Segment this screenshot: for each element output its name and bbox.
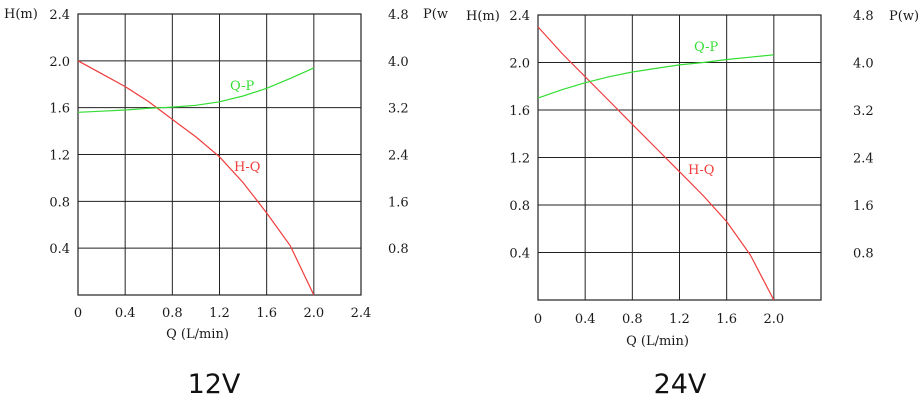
y-right-tick-label: 3.2 <box>388 102 409 117</box>
x-axis-label: Q (L/min) <box>626 334 689 349</box>
x-tick-label: 1.2 <box>669 312 690 327</box>
y-left-tick-label: 2.4 <box>49 8 70 23</box>
y-right-tick-label: 1.6 <box>853 199 874 214</box>
series-label-h-q: H-Q <box>234 160 260 175</box>
y-right-tick-label: 1.6 <box>388 195 409 210</box>
y-right-tick-label: 4.0 <box>853 57 874 72</box>
y-left-tick-label: 0.4 <box>49 242 70 257</box>
chart-12v: 0 0.4 0.8 1.2 1.6 2.0 2.4 0.4 0.8 1.2 1.6 2.0 2.4 0.8… <box>4 7 448 400</box>
x-tick-label: 0 <box>534 312 542 327</box>
y-left-tick-label: 2.0 <box>49 55 70 70</box>
series-line-h-q <box>537 26 775 301</box>
series-line-h-q <box>77 60 315 296</box>
x-tick-label: 2.0 <box>303 306 324 321</box>
plot-frame <box>537 14 822 301</box>
x-tick-label: 2.4 <box>351 306 372 321</box>
chart-24v: 0 0.4 0.8 1.2 1.6 2.0 0.4 0.8 1.2 1.6 2.0 2.4 0.8 1.6… <box>466 9 919 400</box>
y-right-axis-label: P(w <box>423 7 448 22</box>
y-left-tick-label: 0.8 <box>509 199 530 214</box>
y-right-tick-label: 0.8 <box>388 242 409 257</box>
x-tick-label: 0 <box>74 306 82 321</box>
y-right-tick-label: 2.4 <box>853 152 874 167</box>
x-tick-label: 0.4 <box>115 306 136 321</box>
x-tick-label: 2.0 <box>763 312 784 327</box>
series-line-q-p <box>537 54 774 99</box>
y-right-tick-label: 2.4 <box>388 149 409 164</box>
y-left-tick-label: 2.0 <box>509 57 530 72</box>
x-tick-label: 1.6 <box>716 312 737 327</box>
y-left-tick-label: 1.2 <box>49 149 70 164</box>
y-right-axis-label: P(w) <box>889 9 919 24</box>
x-tick-label: 0.4 <box>575 312 596 327</box>
x-axis-label: Q (L/min) <box>166 327 229 342</box>
x-tick-label: 0.8 <box>622 312 643 327</box>
chart-title: 12V <box>188 369 241 400</box>
y-right-tick-label: 4.8 <box>853 9 874 24</box>
y-left-tick-label: 1.6 <box>49 102 70 117</box>
x-tick-label: 0.8 <box>162 306 183 321</box>
y-left-tick-label: 1.2 <box>509 152 530 167</box>
series-label-q-p: Q-P <box>230 79 255 94</box>
series-label-h-q: H-Q <box>688 163 714 178</box>
series-label-q-p: Q-P <box>694 40 719 55</box>
y-left-tick-label: 2.4 <box>509 9 530 24</box>
chart-title: 24V <box>654 369 707 400</box>
x-tick-label: 1.6 <box>256 306 277 321</box>
x-tick-label: 1.2 <box>209 306 230 321</box>
y-left-axis-label: H(m) <box>4 7 38 22</box>
y-left-tick-label: 0.4 <box>509 247 530 262</box>
y-left-axis-label: H(m) <box>466 9 500 24</box>
y-right-tick-label: 3.2 <box>853 104 874 119</box>
y-left-tick-label: 1.6 <box>509 104 530 119</box>
series-line-q-p <box>77 67 315 113</box>
y-left-tick-label: 0.8 <box>49 195 70 210</box>
plot-frame <box>77 13 362 296</box>
y-right-tick-label: 4.8 <box>388 8 409 23</box>
y-right-tick-label: 0.8 <box>853 247 874 262</box>
y-right-tick-label: 4.0 <box>388 55 409 70</box>
